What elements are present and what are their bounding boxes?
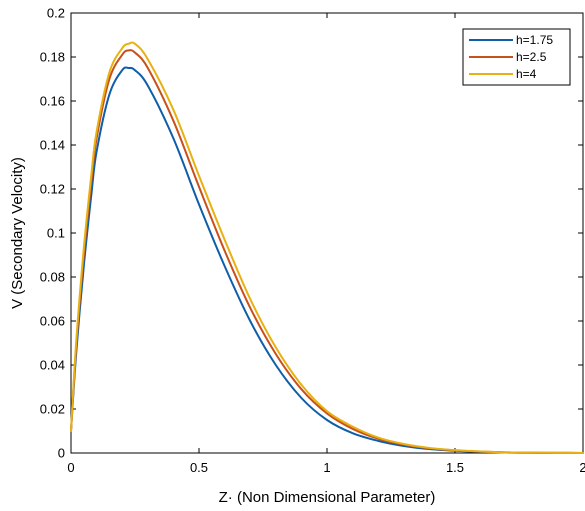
x-axis-label: Z· (Non Dimensional Parameter)	[219, 489, 436, 506]
legend-label: h=2.5	[516, 50, 547, 64]
y-tick-label: 0.04	[40, 358, 65, 373]
x-tick-label: 1	[323, 460, 330, 475]
x-tick-label: 0.5	[190, 460, 208, 475]
legend-label: h=1.75	[516, 33, 553, 47]
series-lines	[70, 41, 584, 454]
x-tick-label: 2	[579, 460, 585, 475]
plot-area	[70, 12, 584, 454]
y-axis-label: V (Secondary Velocity)	[9, 157, 26, 309]
x-tick-label: 1.5	[446, 460, 464, 475]
y-tick-label: 0.12	[40, 182, 65, 197]
y-tick-label: 0.14	[40, 138, 65, 153]
tick-labels: 0 0.5 1 1.5 2 0 0.02 0.04 0.06 0.08 0.1 0.12 0.14 0.1…	[40, 6, 585, 476]
series-line-h-4	[70, 41, 584, 454]
y-tick-label: 0.16	[40, 94, 65, 109]
y-tick-label: 0.18	[40, 50, 65, 65]
x-tick-label: 0	[67, 460, 74, 475]
y-tick-label: 0.06	[40, 314, 65, 329]
legend-label: h=4	[516, 67, 537, 81]
y-tick-label: 0	[58, 446, 65, 461]
legend: h=1.75 h=2.5 h=4	[462, 28, 571, 86]
y-tick-label: 0.1	[47, 226, 65, 241]
y-tick-label: 0.08	[40, 270, 65, 285]
y-tick-label: 0.02	[40, 402, 65, 417]
y-tick-label: 0.2	[47, 6, 65, 21]
